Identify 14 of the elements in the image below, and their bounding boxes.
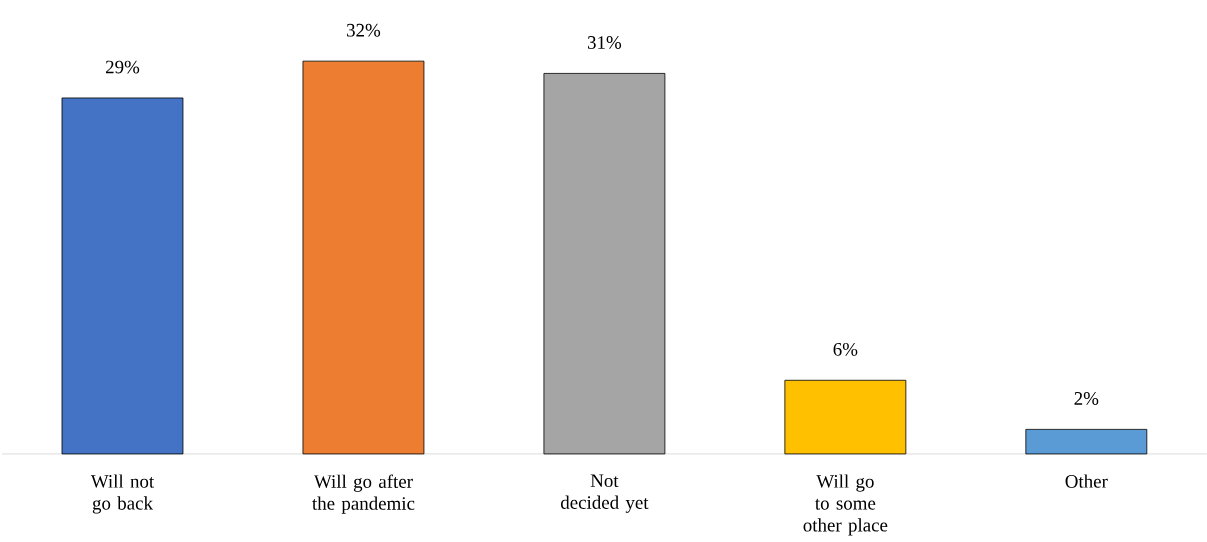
bar	[61, 97, 184, 455]
x-tick-label: Other	[1065, 474, 1108, 488]
x-tick-label: Will not go back	[90, 474, 155, 514]
x-tick-label: Not decided yet	[560, 474, 649, 513]
data-label: 32%	[347, 23, 381, 37]
bar	[302, 60, 425, 455]
x-tick-label: Will go after the pandemic	[312, 474, 415, 514]
data-label: 29%	[105, 60, 140, 74]
x-tick-label: Will go to some other place	[803, 474, 888, 536]
data-label: 31%	[587, 36, 622, 50]
data-label: 6%	[833, 343, 858, 356]
bar	[784, 380, 907, 455]
data-label: 2%	[1074, 392, 1099, 405]
bar	[1025, 429, 1148, 455]
